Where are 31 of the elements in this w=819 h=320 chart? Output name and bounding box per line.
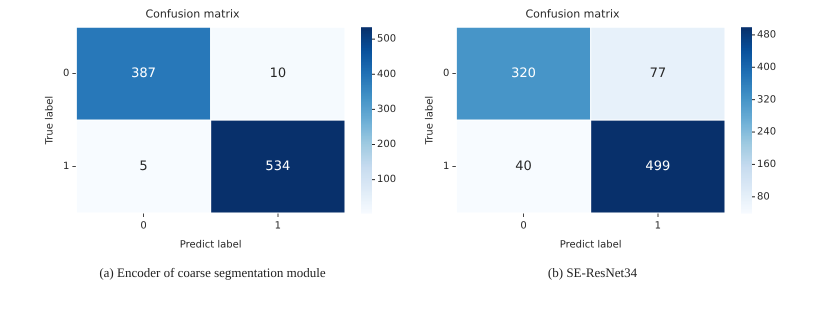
data-label: 77	[650, 66, 666, 82]
x-axis-title: Predict label	[180, 240, 242, 251]
color-bar-label: 100	[377, 174, 396, 186]
data-label: 387	[131, 66, 156, 82]
y-axis-title: True label	[424, 96, 436, 146]
x-tick-label: 1	[654, 220, 662, 232]
color-bar-label: 480	[757, 29, 776, 40]
x-axis-title: Predict label	[560, 240, 622, 251]
color-bar-label: 200	[377, 139, 396, 150]
text: (a) Encoder of coarse segmentation module	[98, 265, 327, 281]
data-label: 40	[515, 158, 532, 174]
color-bar-label: 240	[757, 126, 776, 138]
chart-title: Confusion matrix	[145, 7, 240, 20]
color-bar-label: 320	[757, 94, 776, 106]
data-label: 534	[265, 158, 290, 174]
x-tick-label: 0	[520, 220, 527, 232]
data-label: 5	[139, 158, 148, 174]
color-bar-label: 80	[757, 191, 770, 202]
color-bar-label: 400	[377, 68, 396, 80]
color-bar-label: 300	[377, 104, 396, 115]
data-label: 10	[270, 66, 286, 82]
chart-title: Confusion matrix	[525, 7, 620, 20]
x-tick-label: 1	[274, 220, 282, 232]
text: (b) SE-ResNet34	[546, 265, 638, 281]
color-bar-label: 160	[757, 159, 776, 170]
data-label: 320	[511, 66, 536, 82]
y-axis-title: True label	[44, 96, 56, 146]
color-bar-label: 500	[377, 34, 396, 45]
data-label: 499	[645, 158, 670, 174]
x-tick-label: 0	[140, 220, 147, 232]
color-bar-label: 400	[757, 62, 776, 73]
